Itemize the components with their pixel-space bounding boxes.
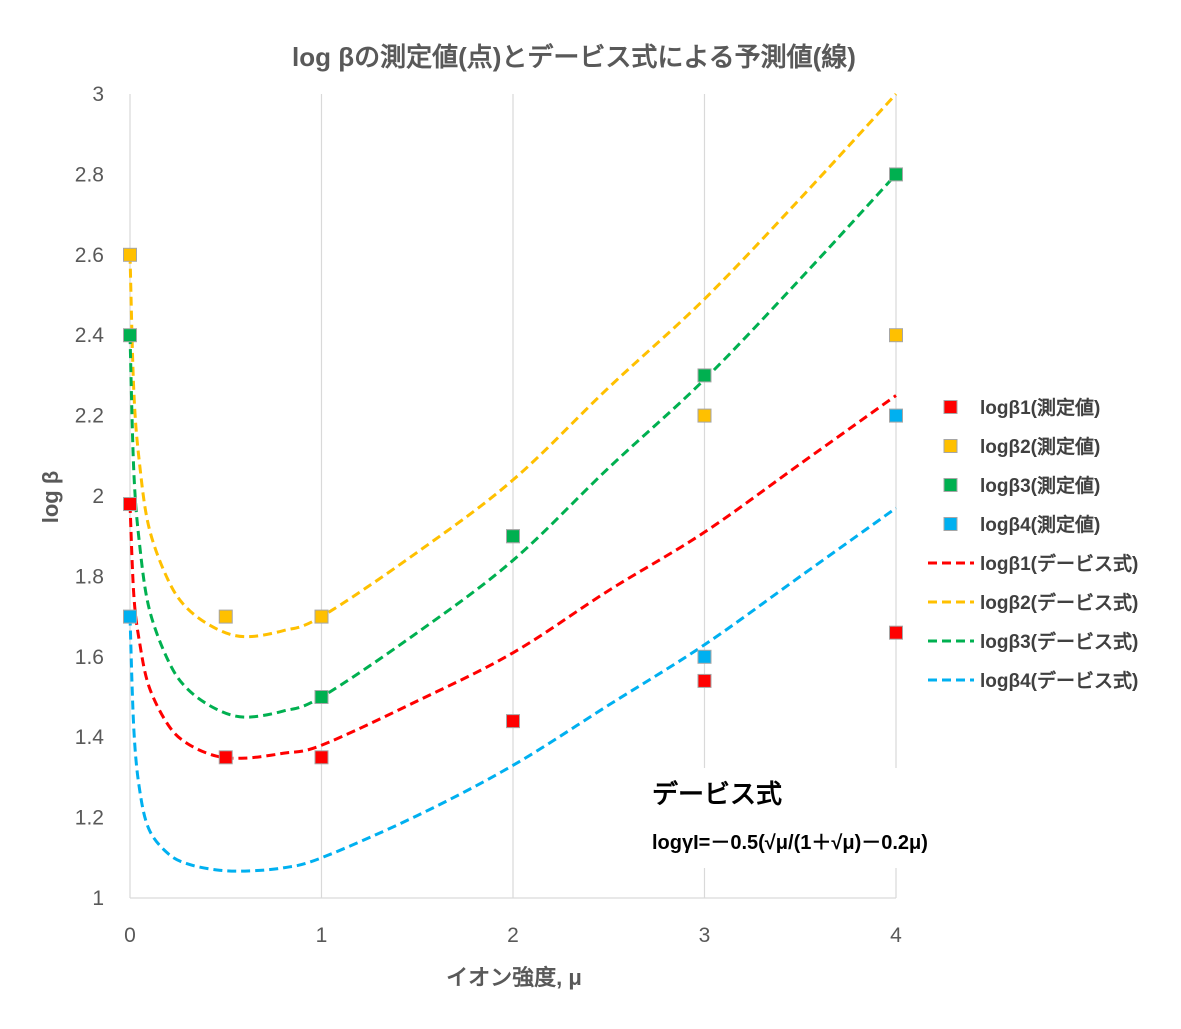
y-tick-label-8: 2.6 bbox=[75, 244, 104, 267]
x-axis-title: イオン強度, μ bbox=[446, 965, 582, 990]
y-tick-label-9: 2.8 bbox=[75, 163, 104, 186]
grid-layer bbox=[129, 94, 897, 899]
y-tick-label-2: 1.4 bbox=[75, 726, 105, 749]
x-tick-label-2: 2 bbox=[507, 924, 519, 947]
marker-series3-point-3 bbox=[314, 690, 329, 704]
y-tick-label-0: 1 bbox=[92, 887, 104, 910]
legend-marker-2 bbox=[943, 439, 958, 453]
marker-series4-point-5 bbox=[697, 649, 712, 664]
marker-series3-point-4 bbox=[506, 529, 520, 544]
tick-labels-layer: 0 1 2 3 411.21.41.61.822.22.42.62.83 bbox=[75, 83, 902, 947]
x-tick-label-1: 1 bbox=[316, 924, 328, 947]
legend-label-1: logβ1(測定値) bbox=[980, 396, 1100, 419]
y-axis-title: log β bbox=[38, 471, 63, 524]
legend-label-8: logβ4(デービス式) bbox=[980, 669, 1138, 692]
y-tick-label-10: 3 bbox=[92, 83, 104, 106]
marker-series1-point-5 bbox=[697, 673, 712, 688]
marker-series2-point-6 bbox=[889, 328, 903, 343]
davies-annotation: デービス式 logγI=－0.5(√μ/(1＋√μ)－0.2μ) bbox=[636, 768, 936, 868]
legend-label-6: logβ2(デービス式) bbox=[980, 591, 1138, 614]
legend-label-4: logβ4(測定値) bbox=[980, 513, 1100, 536]
legend-marker-4 bbox=[943, 517, 958, 531]
annotation-equation: logγI=－0.5(√μ/(1＋√μ)－0.2μ) bbox=[652, 832, 928, 854]
y-tick-label-5: 2 bbox=[92, 485, 104, 508]
legend-label-7: logβ3(デービス式) bbox=[980, 630, 1138, 653]
marker-series2-point-5 bbox=[697, 408, 712, 423]
y-tick-label-3: 1.6 bbox=[75, 646, 104, 669]
x-tick-label-4: 4 bbox=[890, 924, 902, 947]
fit-line-4 bbox=[128, 506, 897, 873]
y-tick-label-1: 1.2 bbox=[75, 807, 104, 830]
marker-series1-point-2 bbox=[218, 750, 233, 765]
y-tick-label-6: 2.2 bbox=[75, 405, 104, 428]
fit-line-3 bbox=[128, 173, 898, 719]
marker-series2-point-1 bbox=[123, 247, 137, 262]
legend: logβ1(測定値) logβ2(測定値) logβ3(測定値) logβ4(測定値)… bbox=[928, 396, 1138, 692]
x-tick-label-0: 0 bbox=[124, 924, 136, 947]
legend-marker-3 bbox=[943, 478, 958, 492]
marker-series3-point-1 bbox=[123, 328, 137, 343]
x-tick-label-3: 3 bbox=[699, 924, 711, 947]
marker-series1-point-6 bbox=[889, 625, 903, 640]
marker-series3-point-5 bbox=[697, 368, 712, 383]
y-tick-label-7: 2.4 bbox=[75, 324, 105, 347]
marker-series1-point-1 bbox=[123, 497, 137, 512]
fit-line-1 bbox=[128, 394, 897, 760]
marker-series3-point-6 bbox=[889, 167, 903, 182]
legend-label-3: logβ3(測定値) bbox=[980, 474, 1100, 497]
y-tick-label-4: 1.8 bbox=[75, 565, 104, 588]
legend-label-2: logβ2(測定値) bbox=[980, 435, 1100, 458]
marker-series4-point-6 bbox=[889, 408, 903, 423]
fit-lines-layer bbox=[128, 92, 898, 873]
legend-label-5: logβ1(デービス式) bbox=[980, 552, 1138, 575]
fit-line-2 bbox=[128, 92, 898, 639]
marker-series2-point-2 bbox=[218, 609, 233, 624]
marker-series1-point-4 bbox=[506, 714, 520, 729]
legend-marker-1 bbox=[943, 400, 958, 414]
annotation-title: デービス式 bbox=[652, 779, 782, 809]
chart-title: log βの測定値(点)とデービス式による予測値(線) bbox=[292, 42, 856, 72]
marker-series2-point-3 bbox=[314, 609, 329, 624]
annotation-background bbox=[636, 768, 936, 868]
markers-layer bbox=[123, 167, 903, 765]
marker-series1-point-3 bbox=[314, 750, 329, 765]
marker-series4-point-1 bbox=[123, 609, 137, 624]
